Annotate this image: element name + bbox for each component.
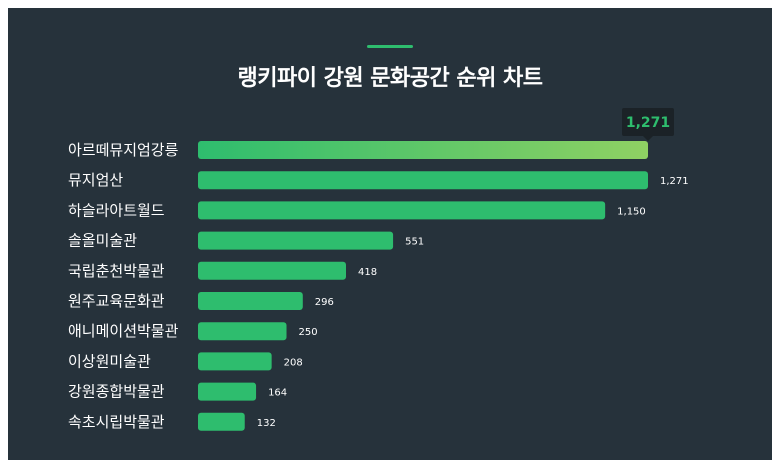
- value-label: 1,271: [660, 176, 689, 187]
- value-label: 1,150: [617, 206, 646, 217]
- chart-title: 랭키파이 강원 문화공간 순위 차트: [237, 66, 544, 91]
- bar: [198, 412, 245, 431]
- highlight-bar: [198, 141, 648, 159]
- bar: [198, 292, 303, 310]
- value-label: 296: [315, 297, 334, 308]
- bar: [198, 201, 606, 220]
- value-label: 250: [299, 327, 318, 338]
- tooltip-pointer: [643, 136, 653, 141]
- category-label: 원주교육문화관: [68, 292, 165, 310]
- tooltip-value: 1,271: [626, 115, 670, 131]
- category-label: 솔올미술관: [68, 232, 137, 250]
- category-label: 애니메이션박물관: [68, 322, 179, 340]
- chart-panel: 랭키파이 강원 문화공간 순위 차트 아르떼뮤지엄강릉 1,271 뮤지엄산 1,27…: [8, 8, 772, 460]
- category-label: 하슬라아트월드: [68, 201, 165, 219]
- bar: [198, 382, 257, 401]
- bar: [198, 171, 648, 190]
- bar-chart: 아르떼뮤지엄강릉 1,271 뮤지엄산 1,271 하슬라아트월드 1,150 솔올미술관 5…: [68, 108, 689, 431]
- bar: [198, 322, 287, 341]
- value-label: 418: [358, 267, 377, 278]
- value-label: 132: [257, 418, 276, 429]
- category-label: 국립춘천박물관: [68, 262, 165, 280]
- tooltip-box: [622, 108, 674, 136]
- category-label: 강원종합박물관: [68, 383, 165, 401]
- value-label: 208: [284, 357, 303, 368]
- bar: [198, 261, 346, 280]
- value-label: 551: [405, 237, 424, 248]
- bar: [198, 231, 394, 250]
- category-label: 이상원미술관: [68, 352, 151, 370]
- value-label: 164: [268, 388, 287, 399]
- category-label: 속초시립박물관: [68, 413, 165, 431]
- title-accent-line: [367, 45, 413, 48]
- category-label: 뮤지엄산: [68, 171, 123, 189]
- category-label: 아르떼뮤지엄강릉: [68, 141, 179, 159]
- bar: [198, 352, 272, 371]
